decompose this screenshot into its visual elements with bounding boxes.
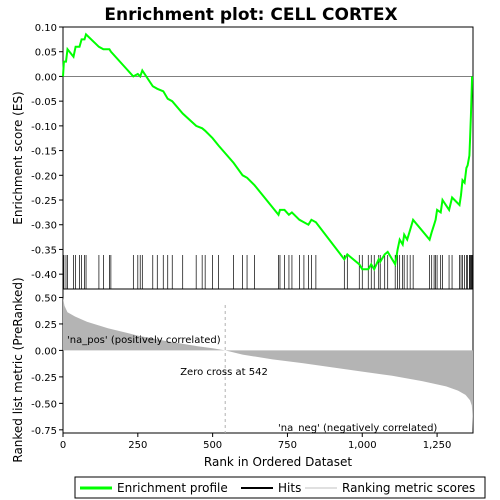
es-y-tick-label: -0.25 [31, 196, 57, 207]
es-y-tick-label: -0.05 [31, 97, 57, 108]
zero-cross-label: Zero cross at 542 [180, 367, 268, 378]
es-y-ticks: 0.10 0.05 0.00 -0.05 -0.10 -0.15 -0.20 -0.25 -0.… [31, 23, 63, 281]
es-y-tick-label: -0.15 [31, 147, 57, 158]
es-y-tick-label: 0.10 [35, 23, 57, 34]
legend-box [74, 476, 486, 499]
es-panel: 0.10 0.05 0.00 -0.05 -0.10 -0.15 -0.20 -0.25 -0.… [11, 23, 474, 305]
legend-hits-label: Hits [278, 481, 301, 495]
rank-x-tick-label: 250 [128, 440, 147, 451]
ranking-metric-area [63, 297, 473, 430]
legend-enrichment-label: Enrichment profile [117, 481, 228, 495]
metric-panel: 0.50 0.25 0.00 -0.25 -0.50 -0.75 0 250 500 750 1,… [11, 277, 474, 469]
rank-x-tick-label: 750 [278, 440, 297, 451]
es-y-tick-label: -0.10 [31, 122, 57, 133]
positive-correlation-label: 'na_pos' (positively correlated) [67, 335, 221, 346]
chart-legend: Enrichment profile Hits Ranking metric s… [74, 476, 486, 499]
negative-correlation-label: 'na_neg' (negatively correlated) [278, 423, 437, 434]
es-y-tick-label: 0.05 [35, 48, 57, 59]
rank-x-label: Rank in Ordered Dataset [204, 455, 352, 469]
es-y-tick-label: -0.35 [31, 245, 57, 256]
es-y-tick-label: 0.00 [35, 72, 57, 83]
chart-title: Enrichment plot: CELL CORTEX [104, 5, 397, 25]
es-plot-area [62, 26, 474, 290]
metric-y-tick-label: -0.75 [31, 426, 57, 437]
rank-x-tick-label: 1,000 [348, 440, 377, 451]
metric-y-tick-label: 0.50 [35, 293, 57, 304]
rank-x-tick-label: 500 [203, 440, 222, 451]
hit-markers [63, 255, 473, 289]
metric-y-ticks: 0.50 0.25 0.00 -0.25 -0.50 -0.75 [31, 293, 63, 437]
metric-y-tick-label: -0.25 [31, 373, 57, 384]
rank-x-tick-label: 1,250 [423, 440, 452, 451]
rank-x-tick-label: 0 [60, 440, 66, 451]
rank-x-ticks: 0 250 500 750 1,000 1,250 [60, 433, 452, 451]
metric-y-label: Ranked list metric (PreRanked) [11, 277, 25, 462]
metric-y-tick-label: 0.25 [35, 320, 57, 331]
legend-metric-label: Ranking metric scores [342, 481, 475, 495]
es-y-label: Enrichment score (ES) [11, 91, 25, 224]
metric-y-tick-label: 0.00 [35, 346, 57, 357]
es-y-tick-label: -0.30 [31, 221, 57, 232]
es-y-tick-label: -0.40 [31, 270, 57, 281]
enrichment-profile-line [62, 32, 474, 272]
metric-y-tick-label: -0.50 [31, 399, 57, 410]
es-y-tick-label: -0.20 [31, 171, 57, 182]
